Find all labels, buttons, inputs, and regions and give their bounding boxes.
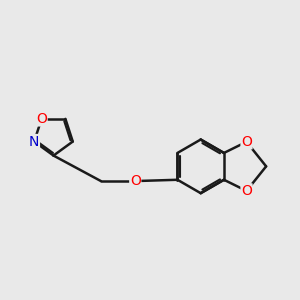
Text: O: O xyxy=(241,184,252,198)
Text: N: N xyxy=(29,134,39,148)
Text: O: O xyxy=(130,174,141,188)
Text: O: O xyxy=(36,112,47,126)
Text: O: O xyxy=(241,135,252,149)
